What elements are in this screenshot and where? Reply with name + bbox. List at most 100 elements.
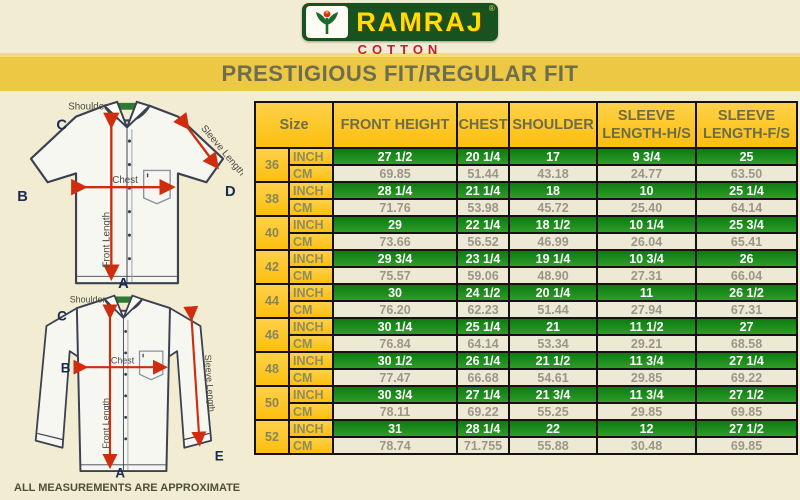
measurement-cm: 43.18 xyxy=(508,164,599,183)
unit-inch-label: INCH xyxy=(287,317,335,336)
measurement-cm: 69.85 xyxy=(332,164,459,183)
measurement-cm: 29.21 xyxy=(596,334,698,353)
measurement-cm: 56.52 xyxy=(456,232,511,251)
unit-inch-label: INCH xyxy=(287,351,335,370)
size-row-cm: CM 77.47 66.68 54.61 29.85 69.22 xyxy=(255,368,799,387)
header-shoulder: SHOULDER xyxy=(508,101,599,149)
point-a: A xyxy=(115,465,125,480)
measurement-inch: 10 3/4 xyxy=(596,249,698,268)
measurement-cm: 26.04 xyxy=(596,232,698,251)
measurement-inch: 27 1/4 xyxy=(456,385,511,404)
measurement-inch: 25 1/4 xyxy=(456,317,511,336)
measurement-inch: 17 xyxy=(508,147,599,166)
measurement-inch: 26 1/2 xyxy=(695,283,799,302)
measurement-inch: 11 3/4 xyxy=(596,351,698,370)
measurement-inch: 23 1/4 xyxy=(456,249,511,268)
measurement-cm: 54.61 xyxy=(508,368,599,387)
measurement-cm: 29.85 xyxy=(596,402,698,421)
measurement-cm: 64.14 xyxy=(695,198,799,217)
size-row-inch: 50 INCH 30 3/4 27 1/4 21 3/4 11 3/4 27 1/2 xyxy=(254,385,799,421)
measurement-cm: 76.20 xyxy=(332,300,459,319)
unit-cm-label: CM xyxy=(287,232,335,251)
unit-cm-label: CM xyxy=(287,266,335,285)
header-front-height: FRONT HEIGHT xyxy=(332,101,459,149)
measurement-cm: 66.04 xyxy=(695,266,799,285)
measurement-inch: 12 xyxy=(596,419,698,438)
measurement-inch: 18 xyxy=(508,181,599,200)
measurement-inch: 25 1/4 xyxy=(695,181,799,200)
measurement-cm: 78.74 xyxy=(332,436,459,455)
header-chest: CHEST xyxy=(456,101,511,149)
size-label: 36 xyxy=(254,147,290,183)
brand-subtitle: COTTON xyxy=(357,42,443,57)
table-header-row: Size FRONT HEIGHT CHEST SHOULDER SLEEVE … xyxy=(253,101,799,149)
measurement-inch: 27 1/4 xyxy=(695,351,799,370)
brand-header: RAMRAJ ® COTTON xyxy=(0,0,800,57)
measurement-inch: 27 1/2 xyxy=(695,385,799,404)
unit-cm-label: CM xyxy=(287,368,335,387)
size-label: 50 xyxy=(254,385,290,421)
measurement-inch: 30 3/4 xyxy=(332,385,459,404)
measurement-inch: 29 3/4 xyxy=(332,249,459,268)
measurement-cm: 48.90 xyxy=(508,266,599,285)
size-row-cm: CM 73.66 56.52 46.99 26.04 65.41 xyxy=(255,232,799,251)
measurement-cm: 69.22 xyxy=(456,402,511,421)
point-c: C xyxy=(56,117,67,133)
size-row-inch: 40 INCH 29 22 1/4 18 1/2 10 1/4 25 3/4 xyxy=(254,215,799,251)
header-size: Size xyxy=(253,101,335,149)
measurement-cm: 77.47 xyxy=(332,368,459,387)
unit-inch-label: INCH xyxy=(287,283,335,302)
measurement-inch: 21 1/2 xyxy=(508,351,599,370)
header-sleeve-hs: SLEEVE LENGTH-H/S xyxy=(596,101,698,149)
measurement-inch: 9 3/4 xyxy=(596,147,698,166)
page-title: PRESTIGIOUS FIT/REGULAR FIT xyxy=(221,61,579,86)
measurement-inch: 24 1/2 xyxy=(456,283,511,302)
measurement-cm: 65.41 xyxy=(695,232,799,251)
measurement-inch: 25 3/4 xyxy=(695,215,799,234)
measurement-cm: 25.40 xyxy=(596,198,698,217)
unit-inch-label: INCH xyxy=(287,385,335,404)
measurement-inch: 28 1/4 xyxy=(332,181,459,200)
size-row-inch: 52 INCH 31 28 1/4 22 12 27 1/2 xyxy=(254,419,799,455)
measurement-inch: 10 xyxy=(596,181,698,200)
size-chart-pane: Size FRONT HEIGHT CHEST SHOULDER SLEEVE … xyxy=(253,91,800,500)
point-b: B xyxy=(61,361,71,376)
measurement-inch: 30 xyxy=(332,283,459,302)
measurement-cm: 51.44 xyxy=(508,300,599,319)
size-row-cm: CM 75.57 59.06 48.90 27.31 66.04 xyxy=(255,266,799,285)
measurement-inch: 25 xyxy=(695,147,799,166)
sleeve-length-label: Sleeve Length xyxy=(203,354,217,412)
unit-cm-label: CM xyxy=(287,402,335,421)
size-chart-table: Size FRONT HEIGHT CHEST SHOULDER SLEEVE … xyxy=(253,101,799,455)
point-e: E xyxy=(215,448,224,463)
measurement-inch: 11 1/2 xyxy=(596,317,698,336)
size-row-cm: CM 69.85 51.44 43.18 24.77 63.50 xyxy=(255,164,799,183)
registered-trademark: ® xyxy=(488,4,495,13)
measurement-cm: 69.85 xyxy=(695,436,799,455)
measurement-cm: 46.99 xyxy=(508,232,599,251)
measurement-inch: 20 1/4 xyxy=(456,147,511,166)
size-label: 48 xyxy=(254,351,290,387)
measurement-cm: 59.06 xyxy=(456,266,511,285)
long-sleeve-shirt-diagram: Shoulder Chest Front Length Sleeve Lengt… xyxy=(34,294,224,480)
size-label: 40 xyxy=(254,215,290,251)
size-row-inch: 42 INCH 29 3/4 23 1/4 19 1/4 10 3/4 26 xyxy=(254,249,799,285)
measurement-inch: 10 1/4 xyxy=(596,215,698,234)
measurement-inch: 30 1/4 xyxy=(332,317,459,336)
measurement-cm: 55.88 xyxy=(508,436,599,455)
measurement-inch: 26 1/4 xyxy=(456,351,511,370)
size-row-cm: CM 71.76 53.98 45.72 25.40 64.14 xyxy=(255,198,799,217)
measurement-cm: 75.57 xyxy=(332,266,459,285)
size-label: 46 xyxy=(254,317,290,353)
size-row-cm: CM 76.20 62.23 51.44 27.94 67.31 xyxy=(255,300,799,319)
ramraj-logo: RAMRAJ ® xyxy=(302,3,498,41)
measurement-cm: 73.66 xyxy=(332,232,459,251)
size-label: 52 xyxy=(254,419,290,455)
measurement-inch: 21 xyxy=(508,317,599,336)
front-length-label: Front Length xyxy=(101,398,111,449)
measurement-inch: 27 xyxy=(695,317,799,336)
size-row-inch: 48 INCH 30 1/2 26 1/4 21 1/2 11 3/4 27 1/4 xyxy=(254,351,799,387)
measurement-inch: 31 xyxy=(332,419,459,438)
measurement-inch: 22 xyxy=(508,419,599,438)
size-label: 38 xyxy=(254,181,290,217)
